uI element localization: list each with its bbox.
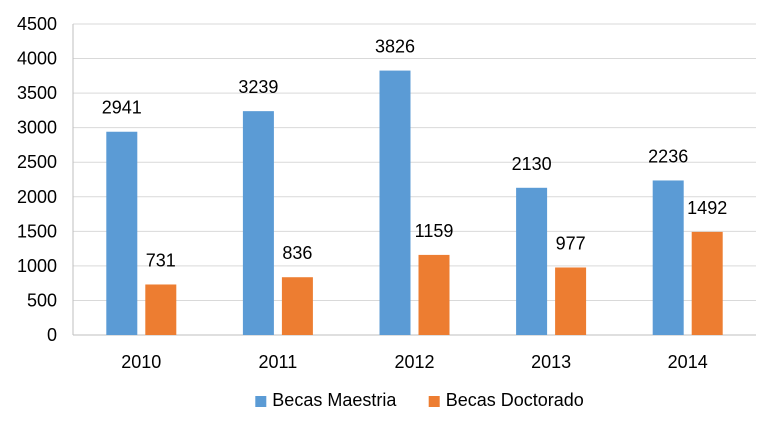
bar-series-1 [379,70,411,336]
data-label: 1159 [415,221,454,241]
y-tick-label: 3000 [17,118,57,138]
legend: Becas Maestria Becas Doctorado [255,390,584,410]
data-label: 3826 [375,37,415,57]
data-label: 2236 [648,146,688,166]
y-tick-label: 2000 [17,187,57,207]
legend-swatch [428,396,440,407]
data-label: 2130 [512,154,552,174]
y-tick-label: 0 [47,325,57,345]
bars [106,70,723,336]
bar-series-1 [652,180,684,335]
bar-series-2 [418,254,450,335]
x-tick-label: 2010 [121,352,161,372]
data-label: 977 [556,233,586,253]
y-tick-label: 2500 [17,152,57,172]
axes: 0 500 1000 1500 2000 2500 3000 3500 4000 4500 2010… [17,14,756,372]
y-tick-label: 4000 [17,49,57,69]
y-tick-label: 1000 [17,256,57,276]
x-tick-label: 2012 [394,352,434,372]
bar-series-1 [242,111,274,335]
bar-series-2 [281,277,313,335]
bar-series-1 [106,131,138,335]
bar-series-1 [516,187,548,335]
data-label: 836 [282,243,312,263]
y-tick-label: 1500 [17,221,57,241]
data-label: 2941 [102,98,142,118]
bar-series-2 [145,284,177,335]
data-labels: 2941 731 3239 836 3826 1159 2130 977 2236 1492 [102,37,727,271]
bar-series-2 [691,231,723,335]
data-label: 3239 [238,77,278,97]
legend-swatch [255,396,267,407]
y-tick-label: 500 [27,290,57,310]
y-tick-label: 3500 [17,83,57,103]
y-tick-label: 4500 [17,14,57,34]
gridlines [73,23,756,336]
x-tick-label: 2013 [531,352,571,372]
data-label: 731 [146,250,176,270]
x-tick-label: 2011 [259,352,298,372]
bar-series-2 [555,267,587,335]
legend-label: Becas Doctorado [446,390,584,410]
data-label: 1492 [687,198,727,218]
legend-label: Becas Maestria [272,390,397,410]
x-tick-label: 2014 [668,352,708,372]
